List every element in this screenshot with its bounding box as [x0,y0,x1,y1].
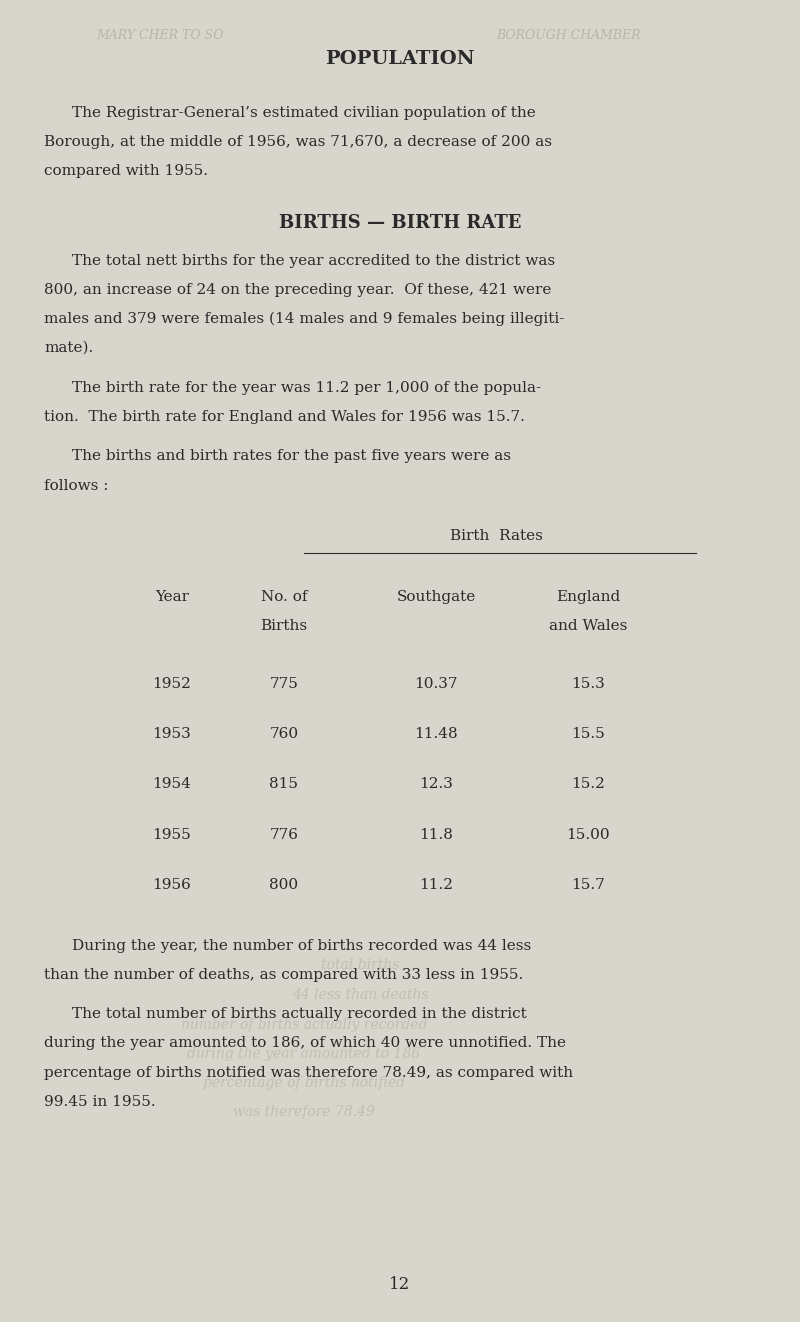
Text: follows :: follows : [44,479,109,493]
Text: 760: 760 [270,727,298,742]
Text: 15.2: 15.2 [571,777,605,792]
Text: during the year amounted to 186, of which 40 were unnotified. The: during the year amounted to 186, of whic… [44,1036,566,1051]
Text: 800: 800 [270,878,298,892]
Text: 775: 775 [270,677,298,691]
Text: 15.7: 15.7 [571,878,605,892]
Text: than the number of deaths, as compared with 33 less in 1955.: than the number of deaths, as compared w… [44,968,523,982]
Text: Borough, at the middle of 1956, was 71,670, a decrease of 200 as: Borough, at the middle of 1956, was 71,6… [44,135,552,149]
Text: 10.37: 10.37 [414,677,458,691]
Text: Southgate: Southgate [396,590,476,604]
Text: 44 less than deaths: 44 less than deaths [292,988,428,1002]
Text: BOROUGH CHAMBER: BOROUGH CHAMBER [496,29,641,42]
Text: males and 379 were females (14 males and 9 females being illegiti-: males and 379 were females (14 males and… [44,312,564,327]
Text: mate).: mate). [44,341,94,356]
Text: 11.48: 11.48 [414,727,458,742]
Text: 1956: 1956 [153,878,191,892]
Text: compared with 1955.: compared with 1955. [44,164,208,178]
Text: percentage of births notified: percentage of births notified [203,1076,405,1091]
Text: 800, an increase of 24 on the preceding year.  Of these, 421 were: 800, an increase of 24 on the preceding … [44,283,551,297]
Text: The birth rate for the year was 11.2 per 1,000 of the popula-: The birth rate for the year was 11.2 per… [72,381,541,395]
Text: 15.5: 15.5 [571,727,605,742]
Text: 12.3: 12.3 [419,777,453,792]
Text: and Wales: and Wales [549,619,627,633]
Text: During the year, the number of births recorded was 44 less: During the year, the number of births re… [72,939,531,953]
Text: Birth  Rates: Birth Rates [450,529,542,543]
Text: Births: Births [261,619,307,633]
Text: 11.8: 11.8 [419,828,453,842]
Text: was therefore 78.49: was therefore 78.49 [233,1105,375,1120]
Text: BIRTHS — BIRTH RATE: BIRTHS — BIRTH RATE [279,214,521,233]
Text: England: England [556,590,620,604]
Text: POPULATION: POPULATION [325,50,475,69]
Text: percentage of births notified was therefore 78.49, as compared with: percentage of births notified was theref… [44,1066,573,1080]
Text: 1954: 1954 [153,777,191,792]
Text: 11.2: 11.2 [419,878,453,892]
Text: The total number of births actually recorded in the district: The total number of births actually reco… [72,1007,526,1022]
Text: The births and birth rates for the past five years were as: The births and birth rates for the past … [72,449,511,464]
Text: 15.00: 15.00 [566,828,610,842]
Text: The Registrar-General’s estimated civilian population of the: The Registrar-General’s estimated civili… [72,106,536,120]
Text: 15.3: 15.3 [571,677,605,691]
Text: No. of: No. of [261,590,307,604]
Text: Year: Year [155,590,189,604]
Text: MARY CHER TO SO: MARY CHER TO SO [96,29,223,42]
Text: 1955: 1955 [153,828,191,842]
Text: number of births actually recorded: number of births actually recorded [181,1018,427,1032]
Text: 815: 815 [270,777,298,792]
Text: The total nett births for the year accredited to the district was: The total nett births for the year accre… [72,254,555,268]
Text: tion.  The birth rate for England and Wales for 1956 was 15.7.: tion. The birth rate for England and Wal… [44,410,525,424]
Text: 776: 776 [270,828,298,842]
Text: during the year amounted to 186: during the year amounted to 186 [187,1047,421,1062]
Text: 1953: 1953 [153,727,191,742]
Text: 99.45 in 1955.: 99.45 in 1955. [44,1095,156,1109]
Text: 1952: 1952 [153,677,191,691]
Text: 12: 12 [390,1276,410,1293]
Text: total births: total births [321,958,399,973]
